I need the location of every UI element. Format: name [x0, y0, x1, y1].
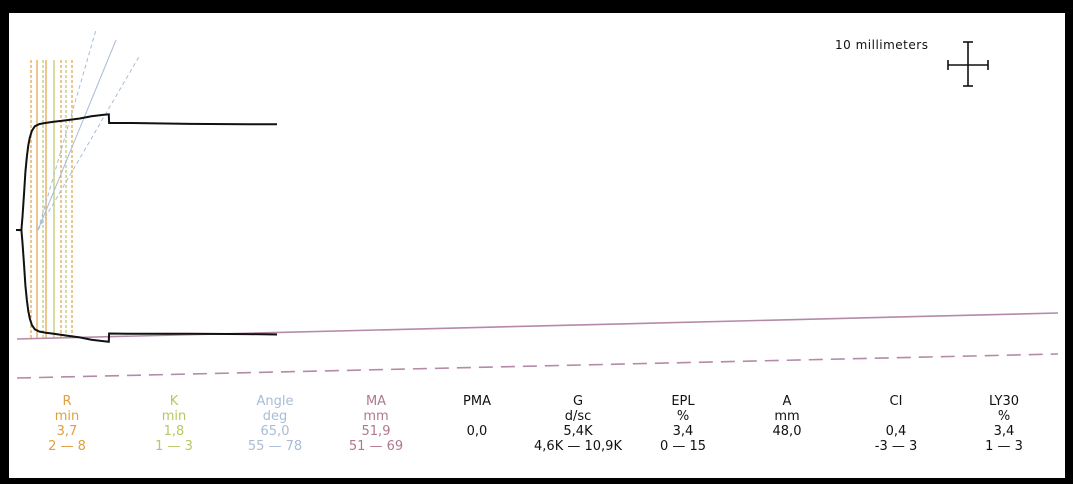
param-r-name: R [62, 394, 72, 409]
param-k-unit: min [161, 409, 187, 424]
param-g-name: G [572, 394, 584, 409]
param-ci-name: CI [889, 394, 903, 409]
param-a-unit: mm [774, 409, 800, 424]
param-ma-name: MA [365, 394, 387, 409]
baseline-dashed [16, 353, 1059, 379]
param-ci-range: -3 — 3 [874, 439, 918, 454]
param-pma-value: 0,0 [466, 424, 488, 439]
trace-lower [15, 229, 278, 343]
angle-line [37, 39, 117, 231]
param-g-range: 4,6K — 10,9K [534, 439, 622, 454]
param-r-value: 3,7 [56, 424, 78, 439]
param-a-value: 48,0 [772, 424, 802, 439]
param-epl-name: EPL [671, 394, 695, 409]
param-pma-range [427, 439, 527, 454]
param-r-unit: min [54, 409, 80, 424]
param-ly30-name: LY30 [989, 394, 1019, 409]
teg-trace [15, 113, 278, 343]
angle-range-low-line [37, 54, 141, 231]
param-angle-value: 65,0 [260, 424, 290, 439]
angle-range-high-line [37, 29, 97, 231]
param-ma-value: 51,9 [361, 424, 391, 439]
trace-upper [16, 113, 277, 231]
scale-cross-icon [947, 41, 989, 87]
param-angle-range: 55 — 78 [247, 439, 303, 454]
param-ci: CI 0,4 -3 — 3 [846, 394, 946, 454]
scale-bar-label: 10 millimeters [835, 38, 929, 52]
param-angle-unit: deg [262, 409, 288, 424]
param-ly30-unit: % [997, 409, 1011, 424]
param-ly30-range: 1 — 3 [985, 439, 1023, 454]
param-ma: MA mm 51,9 51 — 69 [326, 394, 426, 454]
baseline-solid [16, 312, 1059, 340]
param-pma: PMA 0,0 [427, 394, 527, 454]
param-ly30: LY30% 3,4 1 — 3 [954, 394, 1054, 454]
param-ci-unit [846, 409, 946, 424]
param-g-value: 5,4K [563, 424, 593, 439]
param-epl-unit: % [676, 409, 690, 424]
param-ma-unit: mm [363, 409, 389, 424]
param-pma-unit [427, 409, 527, 424]
param-k-value: 1,8 [163, 424, 185, 439]
baselines [16, 312, 1059, 379]
param-k-name: K [169, 394, 179, 409]
param-pma-name: PMA [463, 394, 491, 409]
param-ma-range: 51 — 69 [348, 439, 404, 454]
param-epl-range: 0 — 15 [659, 439, 707, 454]
param-k-range: 1 — 3 [155, 439, 193, 454]
param-a-range [737, 439, 837, 454]
param-r-range: 2 — 8 [48, 439, 86, 454]
param-g-unit: d/sc [564, 409, 592, 424]
param-epl-value: 3,4 [672, 424, 694, 439]
param-ci-value: 0,4 [885, 424, 907, 439]
param-angle-name: Angle [256, 394, 294, 409]
param-a-name: A [782, 394, 792, 409]
param-ly30-value: 3,4 [993, 424, 1015, 439]
reference-lines [30, 29, 141, 338]
param-angle: Angle deg 65,0 55 — 78 [225, 394, 325, 454]
param-epl: EPL% 3,4 0 — 15 [633, 394, 733, 454]
